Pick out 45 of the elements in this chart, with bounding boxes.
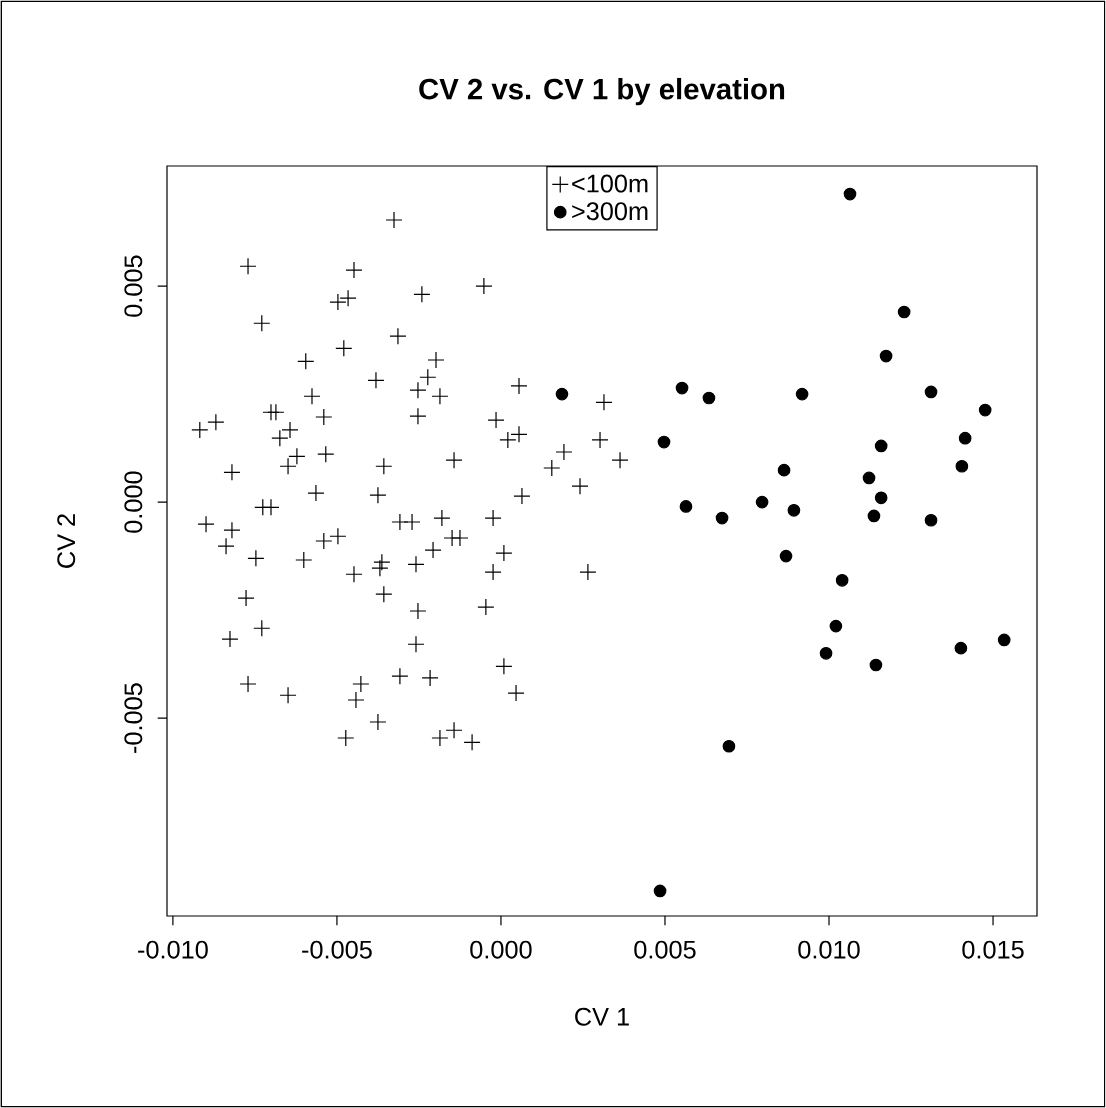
point <box>958 431 972 445</box>
point <box>829 619 843 633</box>
point <box>869 658 883 672</box>
x-tick-label: 0.015 <box>962 940 1024 959</box>
point <box>924 385 938 399</box>
x-tick-label: 0.010 <box>798 940 860 959</box>
point <box>679 500 693 513</box>
legend-label: >300m <box>572 202 648 221</box>
point <box>897 305 911 319</box>
y-tick-label: -0.005 <box>124 683 143 753</box>
point <box>819 646 833 660</box>
point <box>874 439 888 453</box>
y-tick-label: 0.005 <box>124 255 143 317</box>
point <box>954 641 968 655</box>
point <box>997 633 1011 647</box>
point <box>755 495 769 509</box>
point <box>653 884 667 898</box>
point <box>722 739 736 753</box>
point <box>787 503 801 517</box>
x-tick-label: 0.000 <box>470 940 532 959</box>
point <box>777 463 791 477</box>
point <box>862 471 876 485</box>
y-axis-title: CV 2 <box>57 514 76 568</box>
point <box>867 509 881 523</box>
point <box>955 459 969 473</box>
point <box>675 381 689 395</box>
point <box>795 387 809 401</box>
point <box>657 435 671 449</box>
x-tick-label: -0.010 <box>138 940 208 959</box>
chart-title: CV 2 vs. CV 1 by elevation <box>419 77 785 106</box>
x-tick-label: 0.005 <box>634 940 696 959</box>
point <box>924 513 938 527</box>
point <box>843 187 857 201</box>
x-tick-label: -0.005 <box>302 940 372 959</box>
point <box>874 491 888 505</box>
x-axis-title: CV 1 <box>575 1007 629 1026</box>
point <box>555 387 569 401</box>
point <box>879 349 893 363</box>
point <box>715 511 729 525</box>
point <box>978 403 992 417</box>
legend-label: <100m <box>572 174 648 193</box>
point <box>835 573 849 587</box>
y-tick-label: 0.000 <box>124 471 143 533</box>
point <box>779 549 793 563</box>
point <box>702 391 716 405</box>
